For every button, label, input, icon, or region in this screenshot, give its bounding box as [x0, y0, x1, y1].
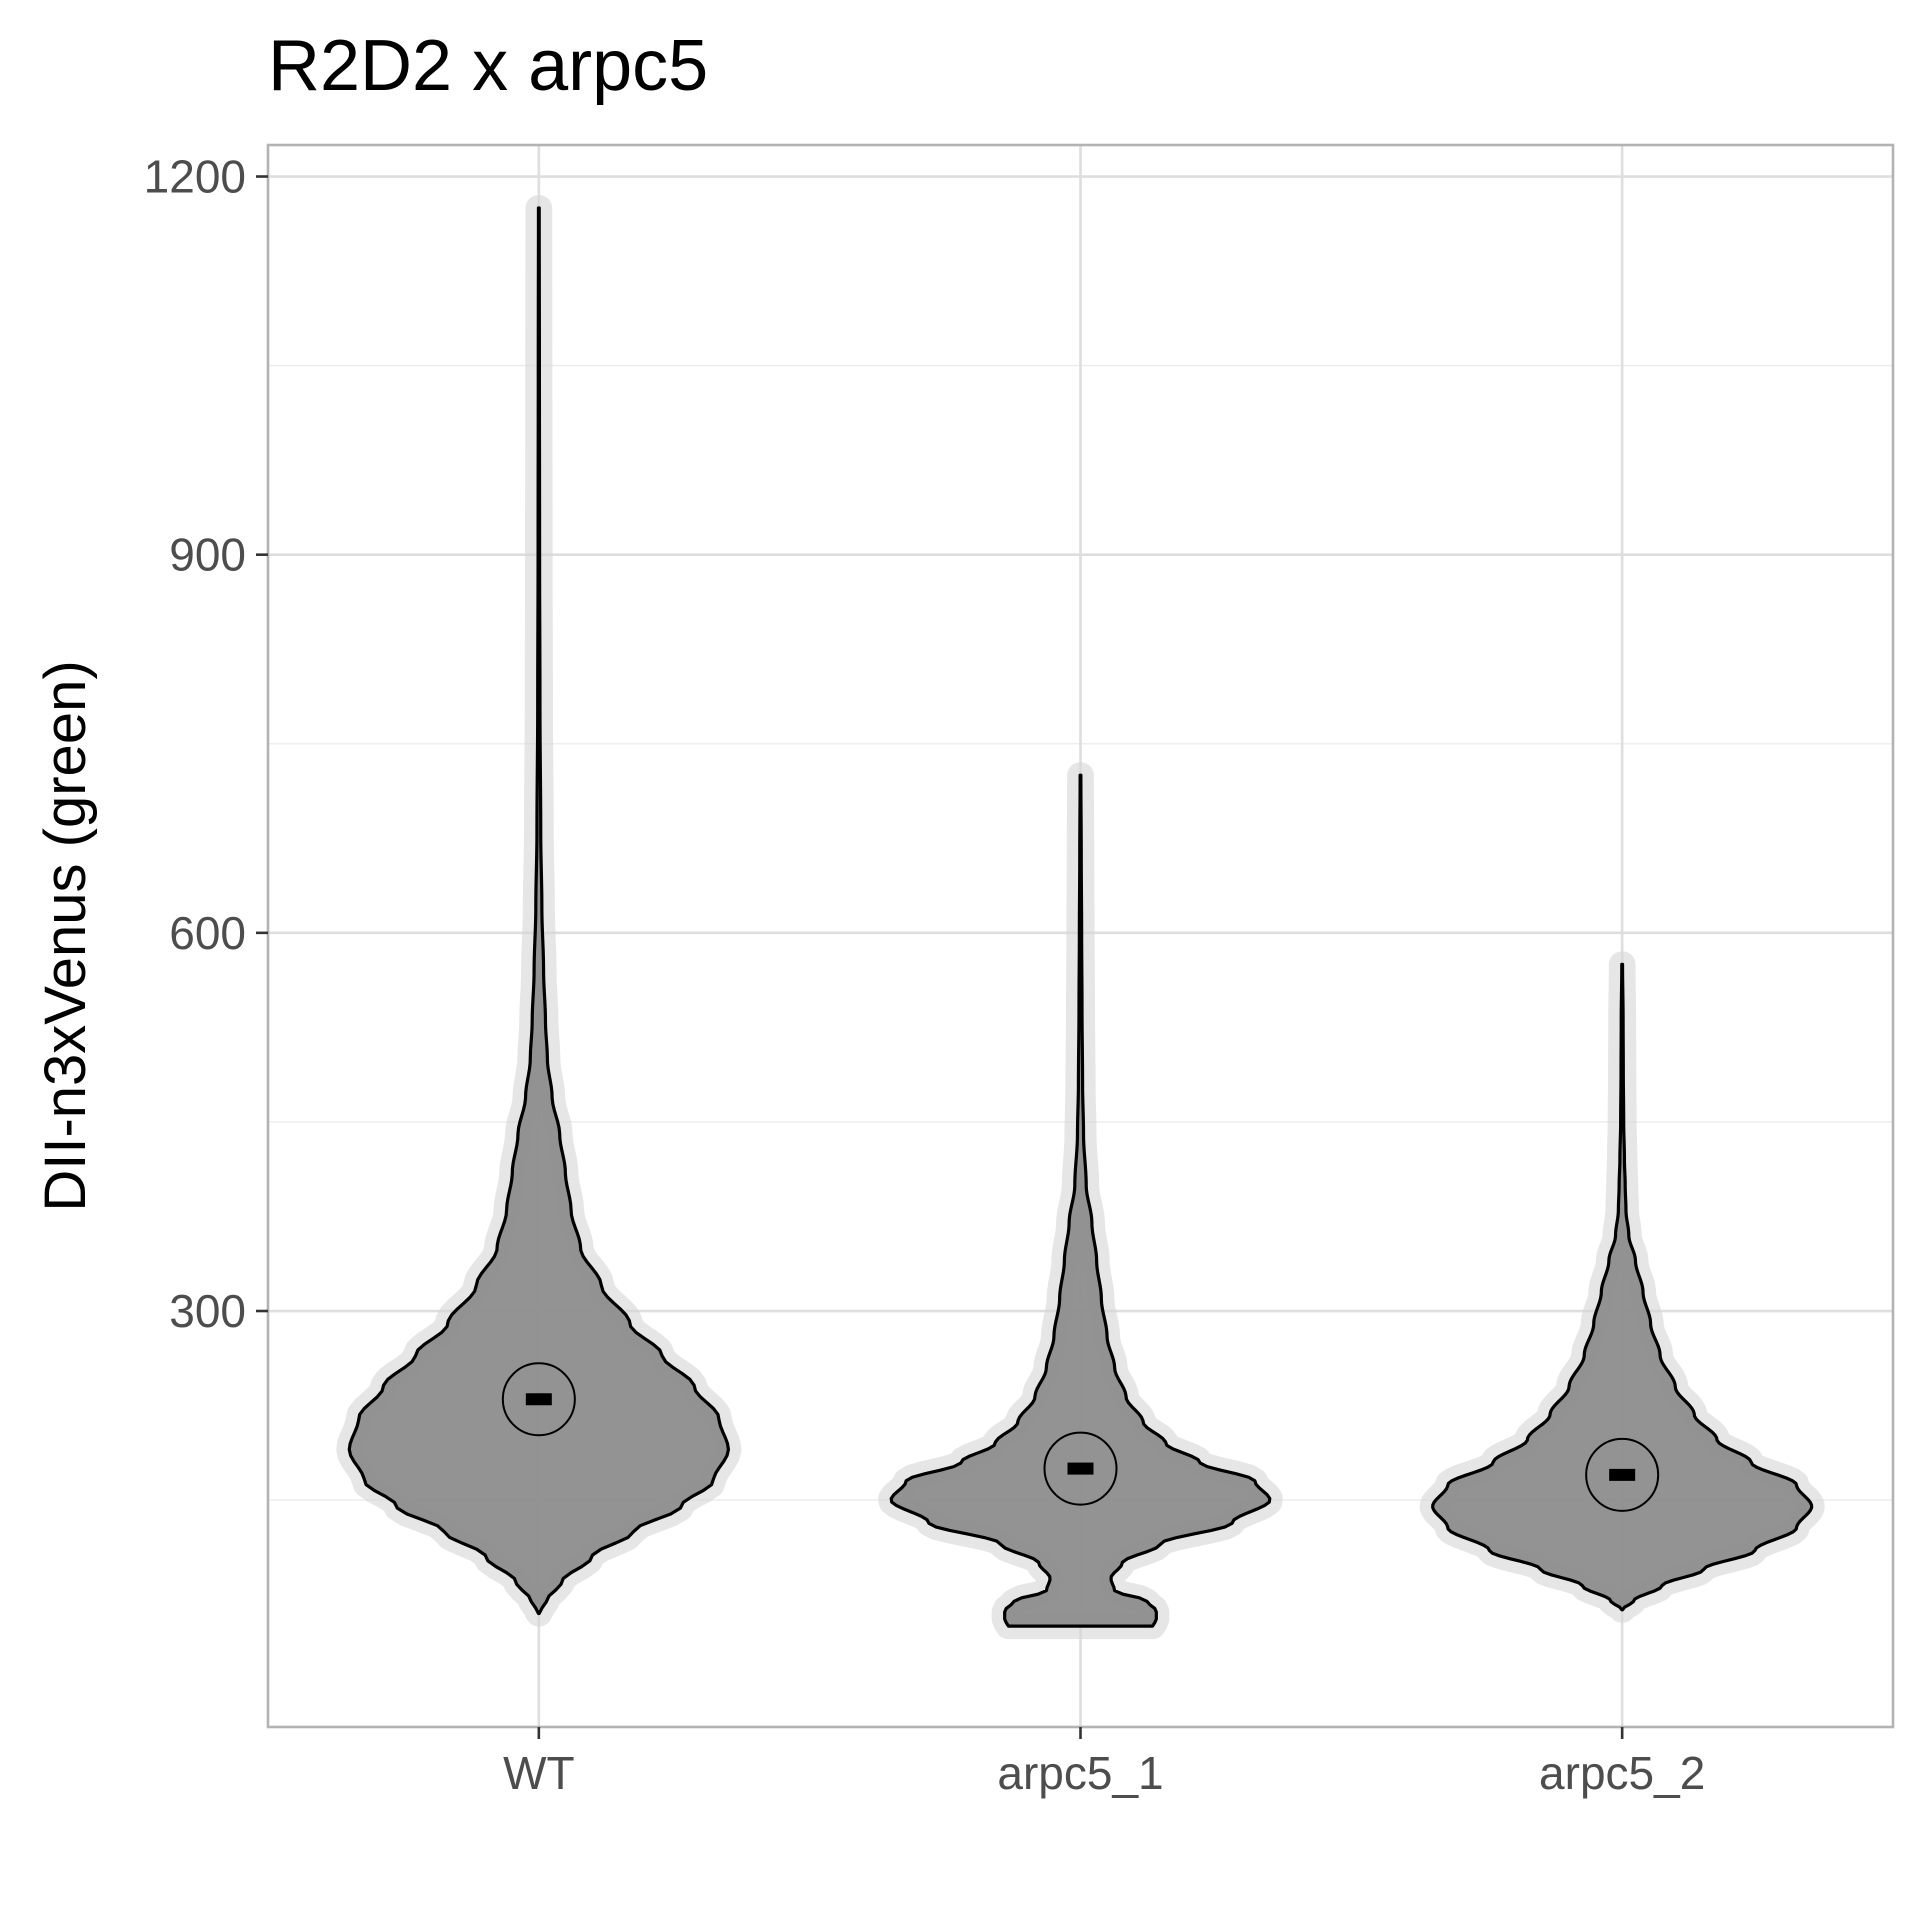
axes: 300 600 900 1200 WT arpc5_1 arpc5_2: [144, 143, 1895, 1799]
violin-arpc5_2: [1419, 951, 1825, 1623]
mean-circle: [501, 1362, 576, 1437]
violin-outline: [347, 206, 731, 1616]
violin-WT: [336, 195, 742, 1627]
y-tick-label: 300: [169, 1285, 246, 1337]
mean-marker: [1067, 1462, 1094, 1475]
violin-outline: [1431, 962, 1814, 1612]
y-tick-label: 600: [169, 907, 246, 959]
mean-circle: [1585, 1437, 1660, 1512]
violin-fill: [1432, 964, 1812, 1610]
x-tick-label: arpc5_2: [1539, 1747, 1705, 1799]
y-tick-label: 900: [169, 529, 246, 581]
mean-marker: [525, 1393, 552, 1406]
mean-marker: [1609, 1468, 1636, 1481]
y-tick-label: 1200: [144, 151, 246, 203]
violins: [336, 195, 1825, 1640]
violin-fill: [891, 775, 1270, 1627]
violin-arpc5_1: [878, 762, 1283, 1640]
violin-fill: [349, 208, 729, 1614]
chart-title: R2D2 x arpc5: [268, 26, 708, 106]
y-axis-title: DII-n3xVenus (green): [33, 660, 98, 1211]
mean-circle: [1043, 1431, 1118, 1506]
x-tick-label: arpc5_1: [997, 1747, 1163, 1799]
violin-outline: [889, 773, 1272, 1628]
x-tick-label: WT: [503, 1747, 575, 1799]
